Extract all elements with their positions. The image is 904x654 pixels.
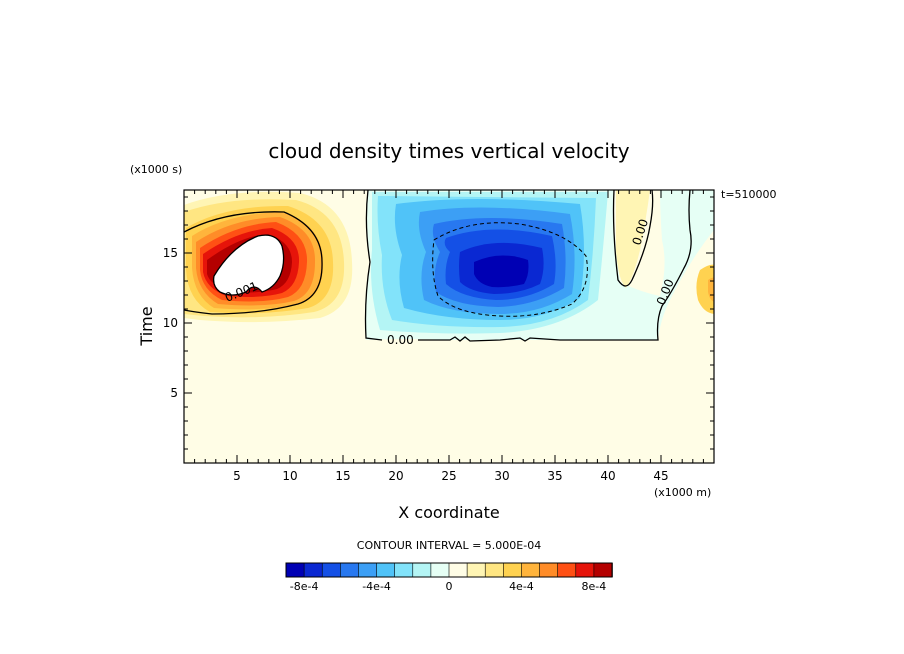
colorbar-swatch: [376, 562, 396, 578]
colorbar-swatch: [358, 562, 378, 578]
colorbar-tick-label: -4e-4: [362, 580, 391, 593]
contour-line-negative: [432, 222, 588, 317]
contour-line-zero-left: [184, 211, 323, 315]
colorbar: -8e-4 -4e-4 0 4e-4 8e-4: [285, 562, 613, 593]
time-stamp: t=510000: [721, 188, 777, 201]
x-tick-label: 10: [282, 469, 297, 483]
colorbar-swatch: [448, 562, 468, 578]
colorbar-tick-label: 4e-4: [509, 580, 534, 593]
updraft-blob: [184, 191, 353, 323]
contour-interval-text: CONTOUR INTERVAL = 5.000E-04: [357, 539, 541, 552]
y-tick-label: 15: [163, 246, 178, 260]
contour-line-0001: [212, 234, 285, 296]
colorbar-swatch: [285, 562, 305, 578]
x-unit-label: (x1000 m): [654, 486, 711, 499]
colorbar-swatch: [575, 562, 595, 578]
y-axis-label: Time: [137, 306, 156, 346]
colorbar-swatch: [484, 562, 505, 578]
colorbar-swatch: [321, 562, 342, 578]
colorbar-swatch: [412, 562, 432, 578]
x-tick-label: 45: [653, 469, 668, 483]
colorbar-tick-label: 0: [446, 580, 453, 593]
downdraft-region: [365, 190, 714, 340]
colorbar-tick-label: 8e-4: [582, 580, 607, 593]
colorbar-swatch: [593, 562, 613, 578]
contour-line-zero-upper: [612, 190, 654, 287]
chart-title: cloud density times vertical velocity: [268, 139, 629, 163]
colorbar-swatch: [557, 562, 577, 578]
x-tick-label: 15: [335, 469, 350, 483]
x-tick-label: 30: [494, 469, 509, 483]
contour-label: 0.00: [387, 333, 414, 347]
x-tick-label: 5: [233, 469, 241, 483]
y-tick-label: 5: [170, 386, 178, 400]
colorbar-swatch: [466, 562, 487, 578]
colorbar-frame: [285, 562, 613, 578]
x-tick-label: 35: [547, 469, 562, 483]
y-tick-label: 10: [163, 316, 178, 330]
axis-ticks: 5 10 15 20 25 30 35 40 45 5 10 15: [163, 190, 714, 483]
colorbar-swatch: [430, 562, 450, 578]
contour-line-zero-center: [364, 190, 692, 342]
x-tick-label: 25: [441, 469, 456, 483]
right-edge-updraft-core: [708, 277, 714, 302]
x-tick-label: 40: [600, 469, 615, 483]
colorbar-swatch: [303, 562, 324, 578]
contour-field: [184, 190, 714, 463]
x-axis-label: X coordinate: [398, 503, 499, 522]
colorbar-swatch: [394, 562, 414, 578]
upper-right-warm-patch: [616, 190, 650, 288]
colorbar-swatch: [503, 562, 523, 578]
colorbar-swatch: [521, 562, 541, 578]
colorbar-tick-label: -8e-4: [290, 580, 319, 593]
colorbar-swatch: [340, 562, 360, 578]
x-tick-label: 20: [388, 469, 403, 483]
colorbar-swatch: [539, 562, 559, 578]
right-edge-updraft: [696, 264, 714, 314]
y-unit-label: (x1000 s): [130, 163, 182, 176]
